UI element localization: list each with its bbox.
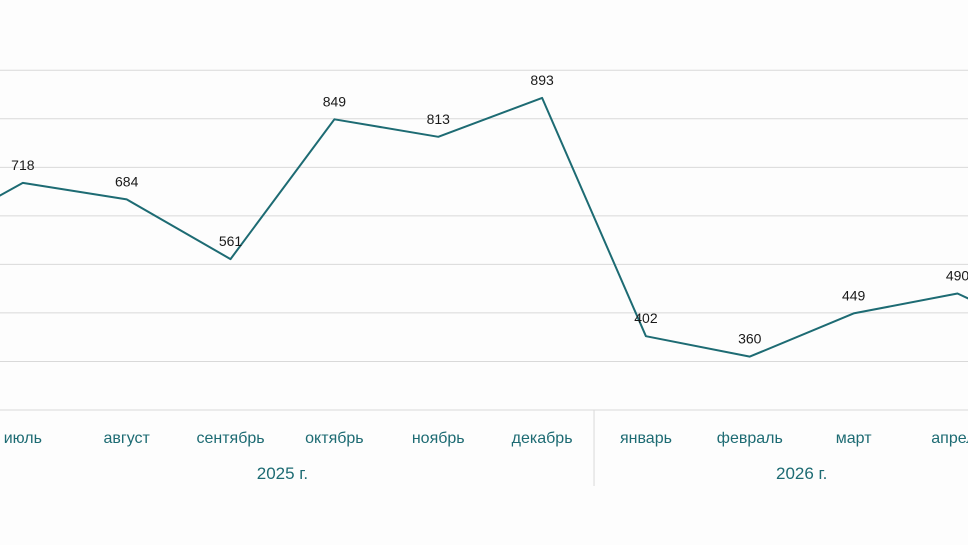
x-group-label: 2025 г. (257, 464, 308, 483)
data-label: 813 (427, 111, 451, 127)
x-tick-label: апрель (931, 430, 968, 447)
x-tick-label: январь (620, 430, 672, 447)
data-label: 684 (115, 173, 139, 189)
data-label: 849 (323, 93, 347, 109)
data-label: 561 (219, 233, 243, 249)
x-tick-label: июль (4, 430, 42, 447)
x-tick-label: октябрь (305, 430, 363, 447)
x-group-label: 2026 г. (776, 464, 827, 483)
x-tick-label: ноябрь (412, 430, 465, 447)
data-label: 718 (11, 157, 35, 173)
data-label: 893 (530, 72, 554, 88)
data-label: 402 (634, 310, 658, 326)
data-labels: 718 684 561 849 813 893 402 360 449 490 (11, 72, 968, 347)
x-axis-group-labels: 2025 г. 2026 г. (257, 464, 828, 483)
x-tick-label: август (104, 430, 151, 447)
x-tick-label: март (836, 430, 872, 447)
x-tick-label: декабрь (512, 430, 573, 447)
x-axis-tick-labels: июньиюльавгустсентябрьоктябрьноябрьдекаб… (4, 430, 968, 447)
data-label: 360 (738, 331, 762, 347)
data-label: 490 (946, 268, 968, 284)
data-label: 449 (842, 287, 866, 303)
x-tick-label: сентябрь (196, 430, 264, 447)
x-tick-label: февраль (717, 430, 783, 447)
gridlines (0, 69, 968, 411)
series-line (0, 96, 968, 358)
